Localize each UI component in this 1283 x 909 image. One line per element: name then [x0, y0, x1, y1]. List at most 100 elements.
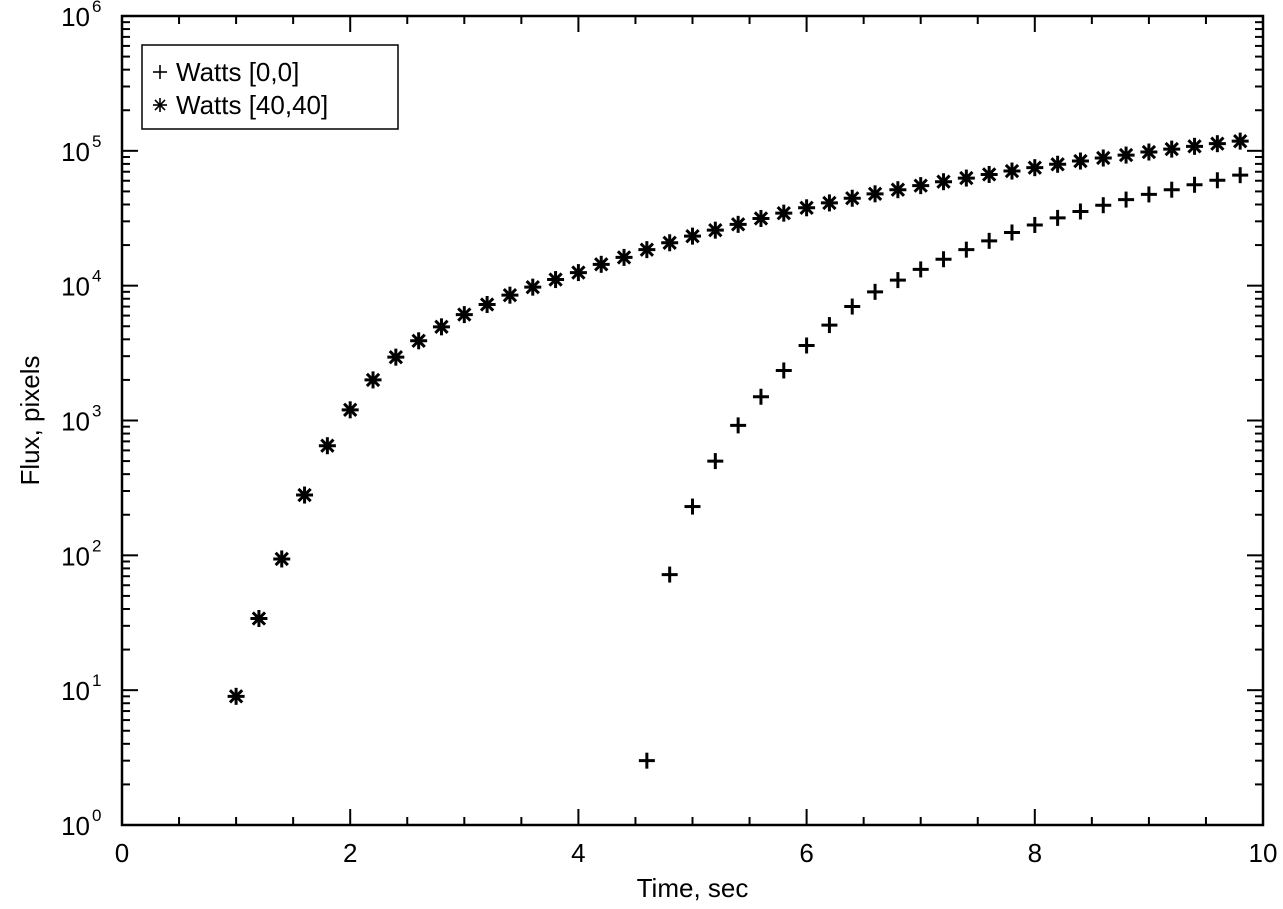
- y-tick-label: 10: [61, 541, 90, 571]
- data-point-asterisk: [820, 194, 838, 212]
- data-point-asterisk: [980, 165, 998, 183]
- data-point-plus: [684, 498, 701, 515]
- data-point-plus: [844, 298, 861, 315]
- x-tick-label: 2: [343, 838, 357, 868]
- y-tick-exponent: 3: [92, 402, 101, 421]
- data-point-asterisk: [569, 264, 587, 282]
- data-point-asterisk: [341, 401, 359, 419]
- data-point-asterisk: [227, 687, 245, 705]
- y-tick-exponent: 5: [92, 132, 101, 151]
- data-point-plus: [981, 232, 998, 249]
- data-point-plus: [821, 317, 838, 334]
- data-point-asterisk: [273, 550, 291, 568]
- data-point-plus: [752, 388, 769, 405]
- data-point-asterisk: [250, 610, 268, 628]
- y-tick-label: 10: [61, 272, 90, 302]
- data-point-asterisk: [1140, 143, 1158, 161]
- data-point-plus: [798, 337, 815, 354]
- y-tick-exponent: 0: [92, 806, 101, 825]
- y-tick-exponent: 6: [92, 0, 101, 16]
- data-point-asterisk: [296, 486, 314, 504]
- data-point-asterisk: [432, 318, 450, 336]
- legend: Watts [0,0] Watts [40,40]: [141, 44, 399, 130]
- data-point-plus: [1209, 172, 1226, 189]
- legend-label-watts-40-40: Watts [40,40]: [176, 90, 328, 120]
- data-point-asterisk: [843, 189, 861, 207]
- y-axis-title: Flux, pixels: [15, 355, 45, 485]
- data-point-asterisk: [935, 173, 953, 191]
- data-point-plus: [867, 283, 884, 300]
- data-point-asterisk: [455, 306, 473, 324]
- data-point-plus: [912, 261, 929, 278]
- data-point-asterisk: [318, 437, 336, 455]
- data-point-plus: [1026, 216, 1043, 233]
- x-tick-label: 10: [1249, 838, 1278, 868]
- data-point-plus: [935, 251, 952, 268]
- data-point-plus: [707, 453, 724, 470]
- data-point-asterisk: [524, 278, 542, 296]
- data-point-asterisk: [1049, 155, 1067, 173]
- y-tick-label: 10: [61, 811, 90, 841]
- y-tick-exponent: 2: [92, 536, 101, 555]
- data-point-plus: [1163, 181, 1180, 198]
- data-point-asterisk: [387, 348, 405, 366]
- data-point-asterisk: [547, 271, 565, 289]
- data-point-asterisk: [1117, 146, 1135, 164]
- axis-ticks: [121, 15, 1264, 826]
- data-point-asterisk: [1003, 162, 1021, 180]
- data-point-asterisk: [1186, 137, 1204, 155]
- data-point-asterisk: [638, 241, 656, 259]
- y-tick-label: 10: [61, 2, 90, 32]
- y-tick-exponent: 4: [92, 267, 101, 286]
- data-point-plus: [1140, 186, 1157, 203]
- data-point-plus: [1118, 191, 1135, 208]
- data-point-plus: [1095, 197, 1112, 214]
- data-point-asterisk: [592, 255, 610, 273]
- y-tick-label: 10: [61, 137, 90, 167]
- data-point-asterisk: [889, 181, 907, 199]
- data-point-plus: [1186, 176, 1203, 193]
- data-point-plus: [1003, 224, 1020, 241]
- data-point-asterisk: [798, 199, 816, 217]
- data-point-asterisk: [706, 221, 724, 239]
- data-point-asterisk: [866, 185, 884, 203]
- y-tick-label: 10: [61, 676, 90, 706]
- plot-frame: [120, 14, 1265, 827]
- data-point-plus: [775, 362, 792, 379]
- x-tick-label: 0: [115, 838, 129, 868]
- legend-label-watts-0-0: Watts [0,0]: [176, 57, 299, 87]
- legend-asterisk-marker: [153, 98, 167, 112]
- data-point-asterisk: [1071, 152, 1089, 170]
- x-tick-label: 4: [571, 838, 585, 868]
- legend-box: [141, 44, 399, 130]
- data-point-plus: [1232, 167, 1249, 184]
- data-point-asterisk: [912, 177, 930, 195]
- data-point-asterisk: [1208, 135, 1226, 153]
- data-point-plus: [638, 752, 655, 769]
- data-point-plus: [958, 241, 975, 258]
- data-point-asterisk: [775, 204, 793, 222]
- data-point-asterisk: [364, 371, 382, 389]
- data-point-plus: [661, 566, 678, 583]
- data-point-asterisk: [957, 169, 975, 187]
- data-point-asterisk: [501, 286, 519, 304]
- legend-asterisk-icon: [153, 98, 167, 112]
- data-point-asterisk: [478, 295, 496, 313]
- data-point-plus: [1072, 203, 1089, 220]
- data-point-asterisk: [661, 234, 679, 252]
- y-tick-label: 10: [61, 407, 90, 437]
- x-axis-title: Time, sec: [637, 873, 749, 903]
- x-tick-label: 8: [1028, 838, 1042, 868]
- data-point-plus: [730, 417, 747, 434]
- data-points: [227, 132, 1249, 769]
- x-tick-label: 6: [799, 838, 813, 868]
- data-point-asterisk: [752, 209, 770, 227]
- data-point-plus: [889, 272, 906, 289]
- y-tick-exponent: 1: [92, 671, 101, 690]
- legend-plus-icon: [153, 65, 167, 79]
- legend-plus-marker: [153, 65, 167, 79]
- data-point-asterisk: [729, 215, 747, 233]
- data-point-asterisk: [1094, 149, 1112, 167]
